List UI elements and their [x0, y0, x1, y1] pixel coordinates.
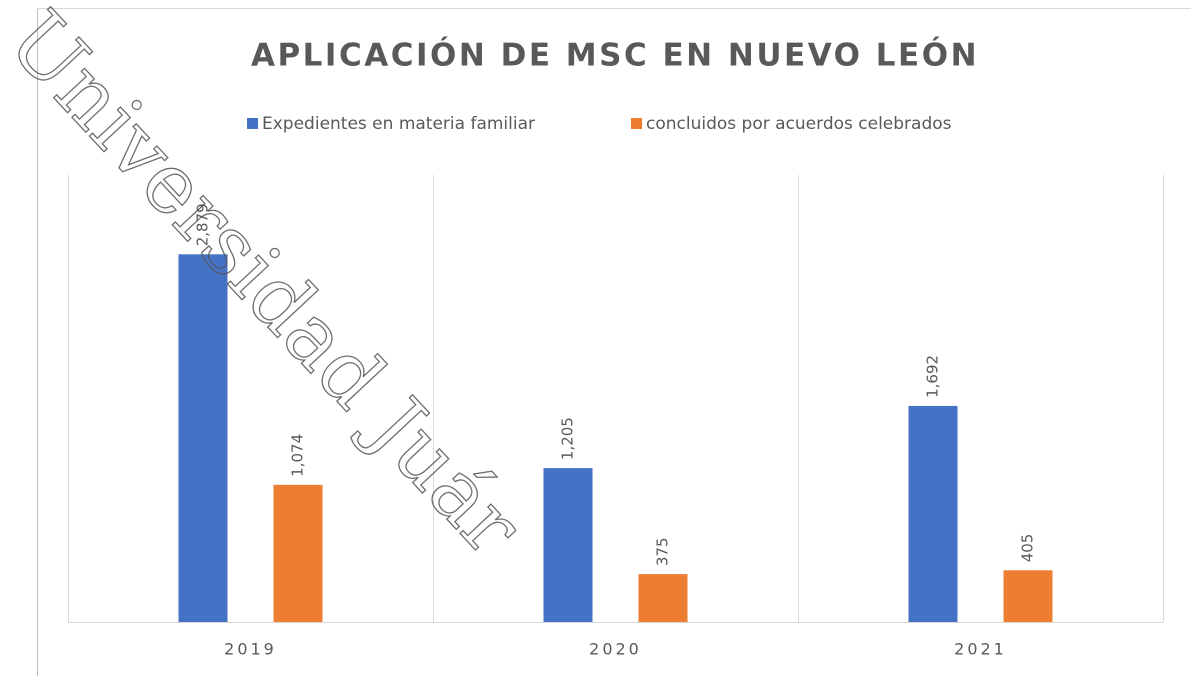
data-label: 375	[654, 537, 672, 566]
x-tick-label: 2020	[589, 640, 642, 659]
bar	[908, 405, 958, 622]
bar	[178, 254, 228, 622]
x-tick-label: 2021	[954, 640, 1007, 659]
watermark: Universidad Juár	[0, 0, 540, 574]
data-label: 1,205	[559, 417, 577, 460]
legend-swatch	[247, 118, 258, 129]
bar	[273, 484, 323, 622]
bar	[638, 574, 688, 622]
data-label: 1,074	[289, 434, 307, 477]
legend-swatch	[631, 118, 642, 129]
legend-label: Expedientes en materia familiar	[262, 114, 535, 134]
data-label: 1,692	[924, 355, 942, 398]
legend-label: concluidos por acuerdos celebrados	[646, 114, 952, 134]
data-label: 405	[1019, 534, 1037, 563]
chart-title: APLICACIÓN DE MSC EN NUEVO LEÓN	[251, 37, 979, 74]
bar	[1003, 570, 1053, 622]
bar	[543, 468, 593, 622]
x-tick-label: 2019	[224, 640, 277, 659]
data-label: 2,879	[194, 203, 212, 246]
